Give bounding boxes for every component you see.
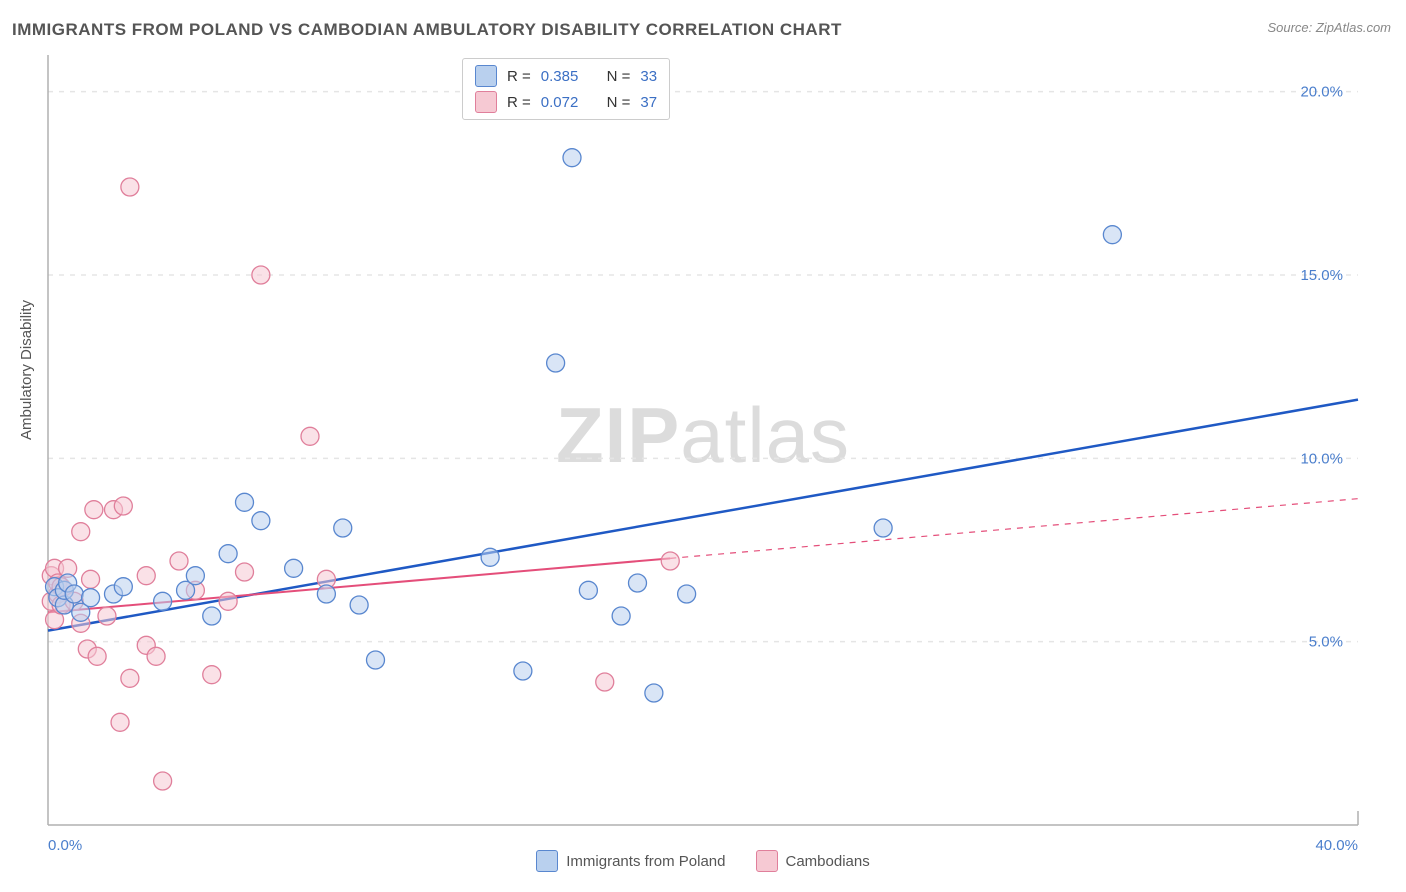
data-point — [236, 563, 254, 581]
legend-r-label: R = — [507, 94, 531, 111]
data-point — [481, 548, 499, 566]
data-point — [82, 589, 100, 607]
legend-n-label: N = — [607, 94, 631, 111]
legend-row: R = 0.072 N = 37 — [475, 89, 657, 115]
trend-line-extrapolated — [670, 499, 1358, 559]
data-point — [147, 647, 165, 665]
plot-area: ZIPatlas 5.0%10.0%15.0%20.0%0.0%40.0% — [48, 55, 1358, 825]
data-point — [629, 574, 647, 592]
legend-swatch — [475, 65, 497, 87]
y-tick-label: 10.0% — [1300, 450, 1343, 467]
data-point — [645, 684, 663, 702]
legend-label: Immigrants from Poland — [566, 853, 725, 870]
data-point — [252, 266, 270, 284]
y-tick-label: 15.0% — [1300, 267, 1343, 284]
data-point — [612, 607, 630, 625]
data-point — [596, 673, 614, 691]
chart-title: IMMIGRANTS FROM POLAND VS CAMBODIAN AMBU… — [12, 20, 842, 40]
data-point — [219, 545, 237, 563]
data-point — [121, 669, 139, 687]
data-point — [350, 596, 368, 614]
data-point — [514, 662, 532, 680]
y-tick-label: 5.0% — [1309, 634, 1343, 651]
legend-swatch — [536, 850, 558, 872]
data-point — [301, 427, 319, 445]
data-point — [154, 592, 172, 610]
legend-item: Cambodians — [756, 850, 870, 872]
data-point — [874, 519, 892, 537]
source-attribution: Source: ZipAtlas.com — [1267, 20, 1391, 35]
data-point — [98, 607, 116, 625]
legend-n-value: 37 — [640, 94, 657, 111]
legend-row: R = 0.385 N = 33 — [475, 63, 657, 89]
data-point — [203, 607, 221, 625]
data-point — [285, 559, 303, 577]
y-tick-label: 20.0% — [1300, 84, 1343, 101]
data-point — [170, 552, 188, 570]
data-point — [1103, 226, 1121, 244]
legend-r-value: 0.072 — [541, 94, 579, 111]
data-point — [186, 567, 204, 585]
legend-item: Immigrants from Poland — [536, 850, 725, 872]
data-point — [252, 512, 270, 530]
data-point — [661, 552, 679, 570]
data-point — [219, 592, 237, 610]
data-point — [121, 178, 139, 196]
data-point — [563, 149, 581, 167]
legend-r-value: 0.385 — [541, 68, 579, 85]
series-legend: Immigrants from Poland Cambodians — [0, 850, 1406, 872]
data-point — [114, 578, 132, 596]
data-point — [367, 651, 385, 669]
data-point — [111, 713, 129, 731]
legend-n-value: 33 — [640, 68, 657, 85]
data-point — [88, 647, 106, 665]
legend-r-label: R = — [507, 68, 531, 85]
data-point — [678, 585, 696, 603]
data-point — [334, 519, 352, 537]
data-point — [137, 567, 155, 585]
data-point — [65, 585, 83, 603]
data-point — [317, 585, 335, 603]
legend-swatch — [475, 91, 497, 113]
scatter-chart: 5.0%10.0%15.0%20.0%0.0%40.0% — [48, 55, 1358, 825]
y-axis-title: Ambulatory Disability — [18, 300, 35, 440]
legend-n-label: N = — [607, 68, 631, 85]
data-point — [154, 772, 172, 790]
data-point — [72, 523, 90, 541]
data-point — [203, 666, 221, 684]
data-point — [547, 354, 565, 372]
data-point — [85, 501, 103, 519]
legend-swatch — [756, 850, 778, 872]
legend-label: Cambodians — [786, 853, 870, 870]
data-point — [114, 497, 132, 515]
data-point — [236, 493, 254, 511]
data-point — [82, 570, 100, 588]
correlation-legend: R = 0.385 N = 33 R = 0.072 N = 37 — [462, 58, 670, 120]
data-point — [579, 581, 597, 599]
